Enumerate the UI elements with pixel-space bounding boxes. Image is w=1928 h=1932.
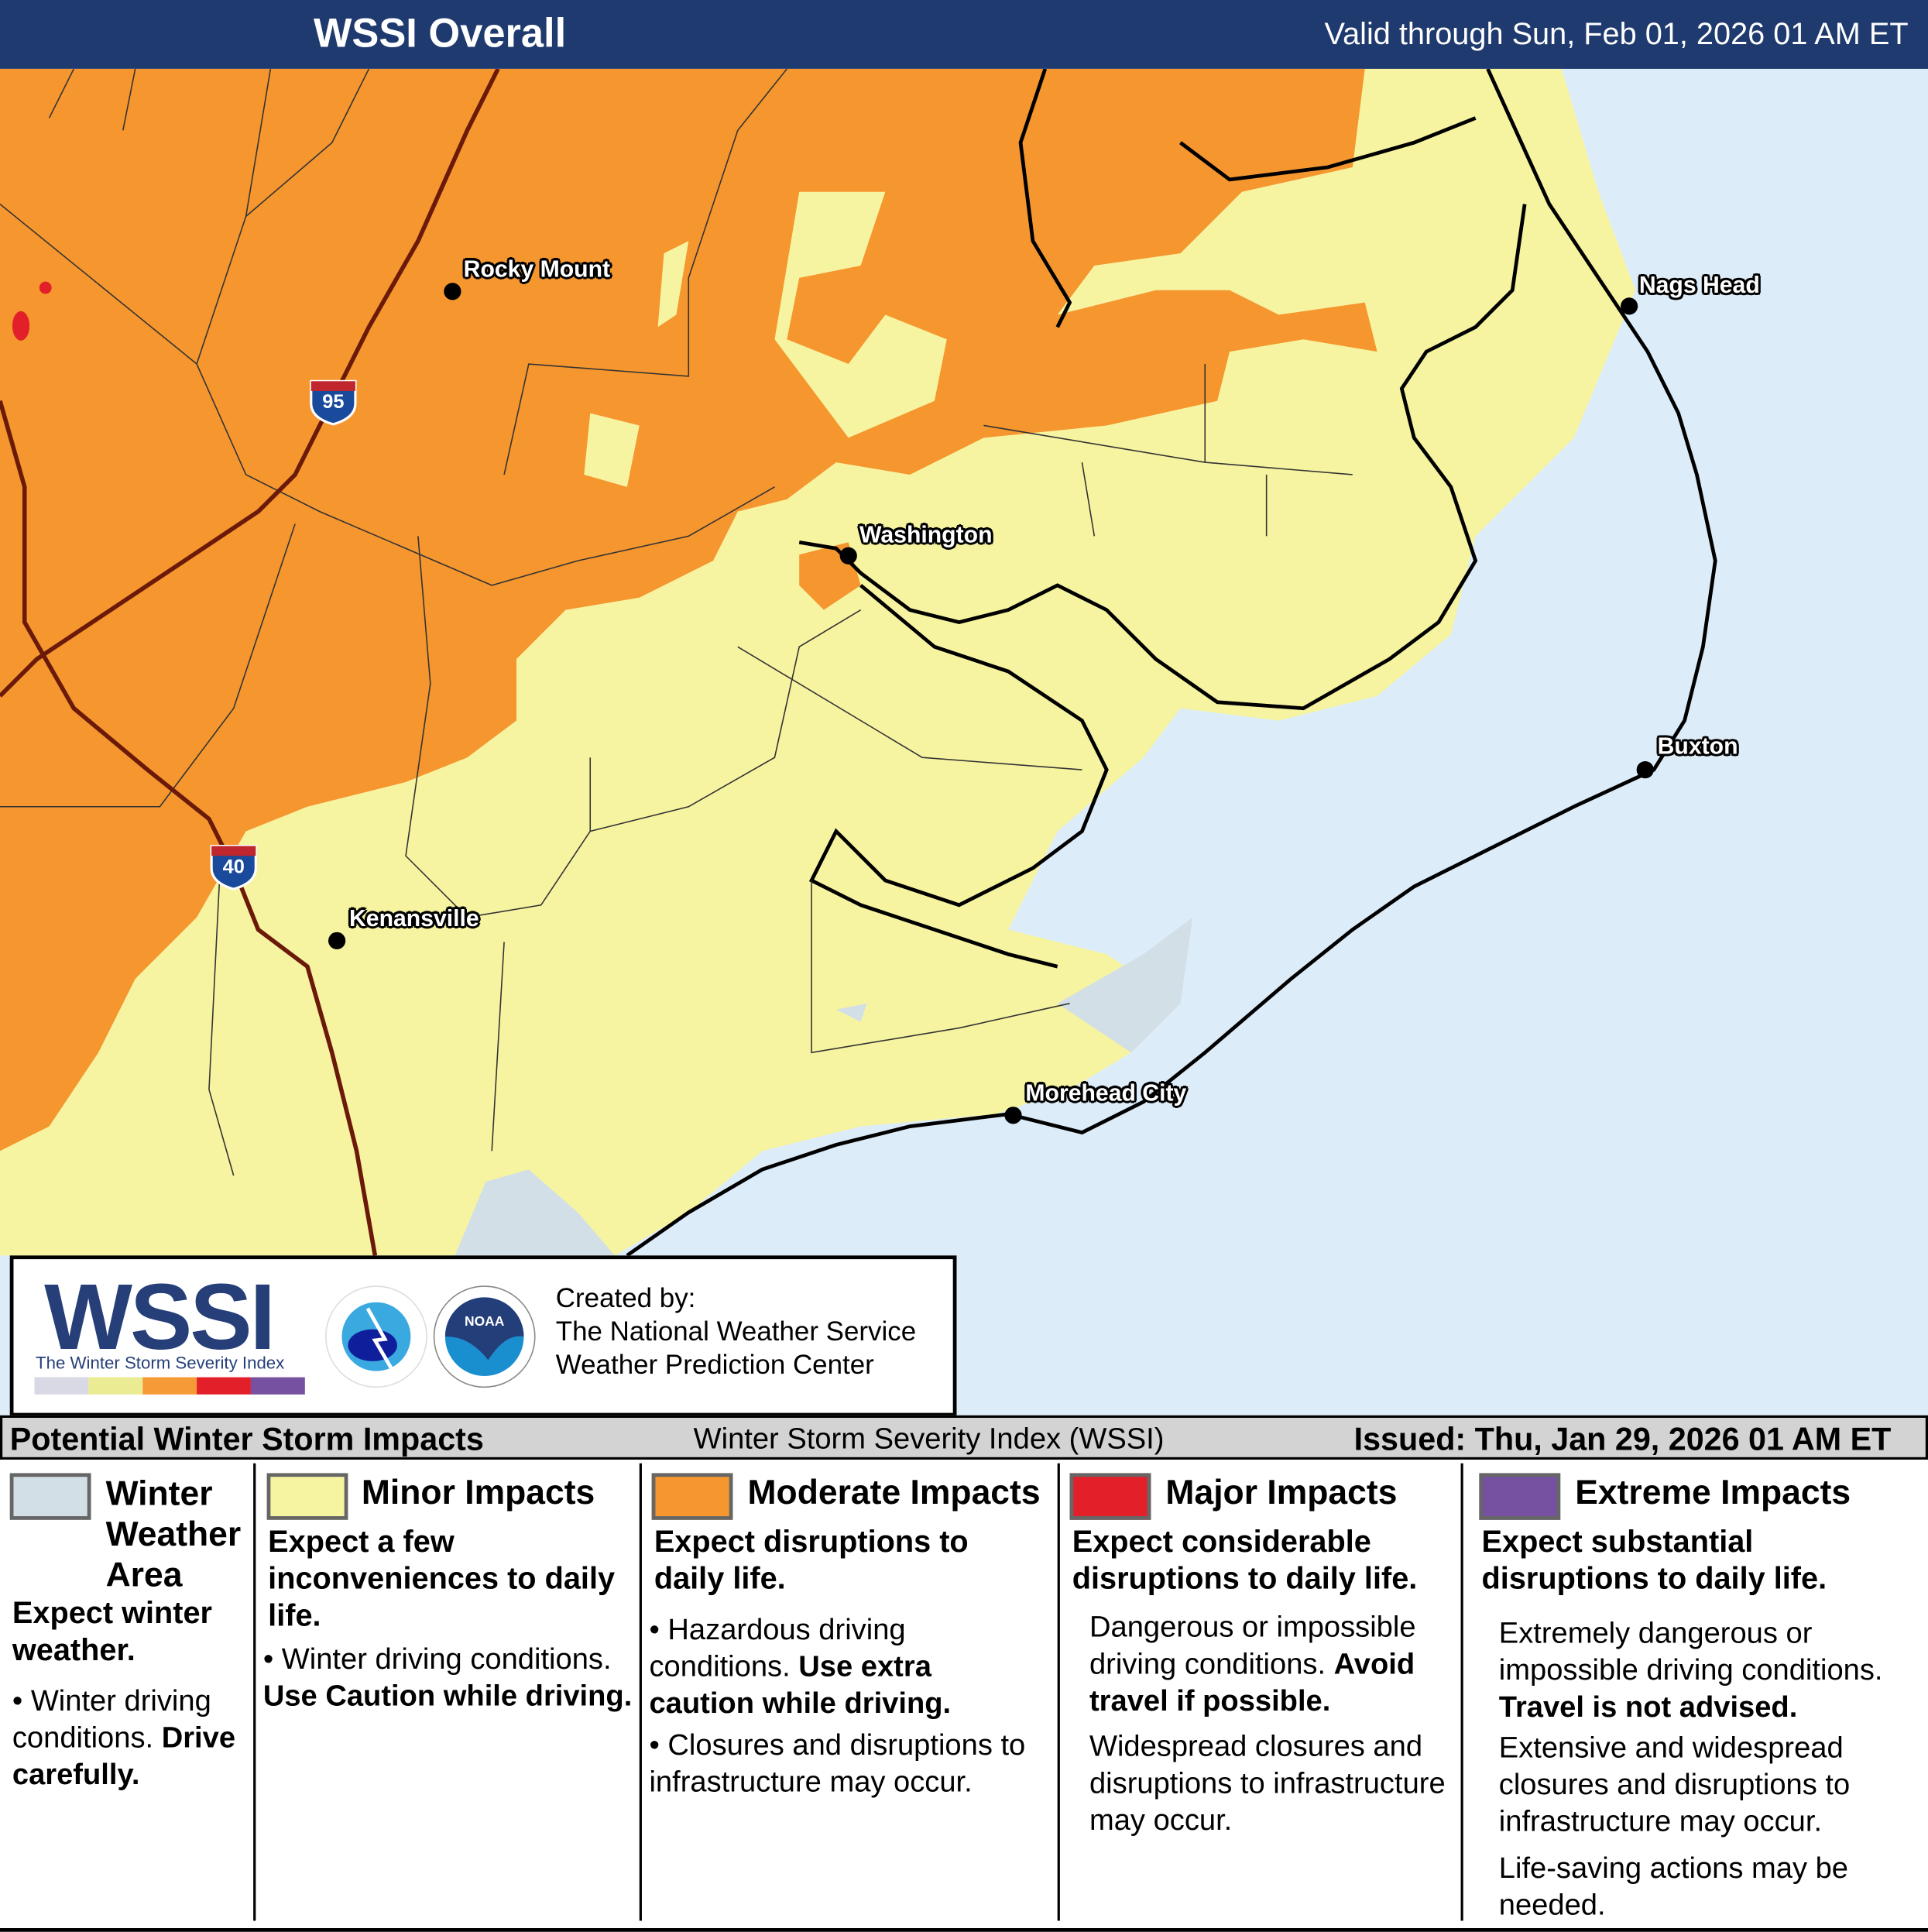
coastline — [626, 68, 1717, 1258]
impact-legend: Winter Weather Area Expect winter weathe… — [0, 1459, 1928, 1932]
swatch-major — [1069, 1473, 1151, 1520]
credits-box: WSSI The Winter Storm Severity Index NOA… — [9, 1255, 957, 1417]
wssi-logo-subtitle: The Winter Storm Severity Index — [36, 1352, 285, 1373]
info-band: Potential Winter Storm Impacts Winter St… — [0, 1415, 1928, 1460]
city-markers — [328, 283, 1654, 1124]
major-impact-area — [12, 311, 30, 341]
legend-summary: Expect a few inconveniences to daily lif… — [268, 1525, 616, 1633]
interstate-roads — [0, 68, 500, 1256]
city-dot-washington — [839, 547, 857, 565]
nws-logo — [325, 1285, 427, 1388]
interstate-95-shield: 95 — [309, 379, 358, 426]
county-lines — [0, 68, 1353, 1176]
city-label-nags-head: Nags Head — [1638, 273, 1760, 299]
legend-title: Major Impacts — [1165, 1473, 1398, 1512]
city-dot-rocky-mount — [444, 283, 461, 300]
city-label-washington: Washington — [859, 522, 993, 549]
city-label-morehead-city: Morehead City — [1025, 1080, 1187, 1107]
header-bar: WSSI Overall Valid through Sun, Feb 01, … — [0, 0, 1928, 69]
swatch-minor — [266, 1473, 348, 1520]
credits-text: Created by: The National Weather Service… — [556, 1282, 916, 1381]
legend-detail: Extremely dangerous or impossible drivin… — [1498, 1617, 1883, 1724]
city-label-buxton: Buxton — [1657, 734, 1738, 760]
valid-time: Valid through Sun, Feb 01, 2026 01 AM ET — [1324, 17, 1909, 52]
legend-detail: Life-saving actions may be needed. — [1498, 1851, 1849, 1923]
issued-time: Issued: Thu, Jan 29, 2026 01 AM ET — [1353, 1420, 1892, 1457]
wssi-logo: WSSI — [44, 1265, 276, 1371]
legend-summary: Expect considerable disruptions to daily… — [1072, 1525, 1418, 1597]
wssi-color-bar — [34, 1377, 305, 1395]
swatch-winter-area — [9, 1473, 91, 1520]
credits-line: Created by: — [555, 1282, 696, 1313]
interstate-40-shield: 40 — [209, 843, 259, 891]
legend-title: Moderate Impacts — [747, 1473, 1041, 1512]
band-title: Potential Winter Storm Impacts — [9, 1420, 484, 1457]
major-impact-area — [39, 281, 52, 294]
swatch-extreme — [1479, 1473, 1561, 1520]
legend-detail: Dangerous or impossible driving conditio… — [1089, 1611, 1416, 1718]
svg-text:NOAA: NOAA — [465, 1313, 505, 1329]
sound-shoreline — [798, 68, 1527, 969]
legend-detail: • Winter driving conditions. Drive caref… — [12, 1684, 236, 1792]
legend-detail: • Closures and disruptions to infrastruc… — [649, 1728, 1026, 1800]
legend-summary: Expect disruptions to daily life. — [654, 1525, 969, 1597]
city-dot-kenansville — [328, 932, 346, 949]
credits-line: The National Weather Service — [555, 1316, 917, 1347]
city-label-kenansville: Kenansville — [348, 906, 479, 932]
legend-summary: Expect winter weather. — [12, 1596, 213, 1668]
legend-detail: • Winter driving conditions. Use Caution… — [262, 1642, 633, 1714]
city-label-rocky-mount: Rocky Mount — [463, 256, 611, 283]
legend-title: Minor Impacts — [361, 1473, 595, 1512]
legend-title: Extreme Impacts — [1575, 1473, 1851, 1512]
map-title: WSSI Overall — [313, 9, 567, 56]
legend-title: Winter Weather Area — [105, 1474, 242, 1594]
impact-map — [0, 68, 1928, 1416]
legend-summary: Expect substantial disruptions to daily … — [1481, 1525, 1827, 1597]
winter-weather-area — [455, 917, 1193, 1256]
moderate-impact-area — [0, 68, 1377, 1151]
city-dot-buxton — [1636, 760, 1654, 779]
band-index-name: Winter Storm Severity Index (WSSI) — [693, 1422, 1165, 1457]
legend-detail: • Hazardous driving conditions. Use extr… — [649, 1613, 952, 1721]
legend-detail: Widespread closures and disruptions to i… — [1089, 1730, 1446, 1838]
minor-impact-patch — [584, 191, 947, 487]
swatch-moderate — [651, 1473, 733, 1520]
credits-line: Weather Prediction Center — [555, 1349, 874, 1380]
noaa-logo: NOAA — [433, 1285, 536, 1388]
legend-detail: Extensive and widespread closures and di… — [1498, 1731, 1851, 1839]
city-dot-nags-head — [1620, 297, 1638, 315]
city-dot-morehead-city — [1004, 1107, 1022, 1124]
